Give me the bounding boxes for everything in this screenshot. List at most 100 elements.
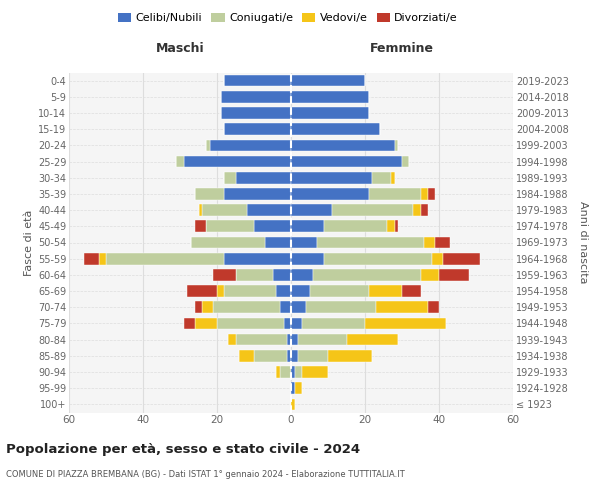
Bar [291,124,380,135]
Bar [291,382,295,394]
Bar [291,156,402,168]
Y-axis label: Fasce di età: Fasce di età [23,210,34,276]
Bar [291,172,373,184]
Bar [295,382,302,394]
Bar [84,253,98,264]
Bar [428,188,435,200]
Bar [276,285,291,297]
Bar [209,140,291,151]
Bar [421,204,428,216]
Bar [291,75,365,86]
Text: Maschi: Maschi [155,42,205,55]
Bar [298,334,347,345]
Text: COMUNE DI PIAZZA BREMBANA (BG) - Dati ISTAT 1° gennaio 2024 - Elaborazione TUTTI: COMUNE DI PIAZZA BREMBANA (BG) - Dati IS… [6,470,405,479]
Bar [428,302,439,313]
Bar [310,285,368,297]
Bar [214,302,280,313]
Bar [302,318,365,330]
Bar [413,204,421,216]
Bar [439,269,469,280]
Bar [106,253,224,264]
Bar [325,253,431,264]
Bar [254,220,291,232]
Bar [443,253,480,264]
Bar [287,350,291,362]
Bar [291,334,298,345]
Bar [176,156,184,168]
Bar [235,172,291,184]
Bar [291,188,368,200]
Bar [184,156,291,168]
Bar [391,172,395,184]
Bar [224,188,291,200]
Bar [224,253,291,264]
Bar [280,302,291,313]
Bar [217,318,284,330]
Bar [224,172,235,184]
Bar [191,236,265,248]
Y-axis label: Anni di nascita: Anni di nascita [578,201,588,283]
Bar [221,91,291,102]
Bar [291,107,368,119]
Text: Popolazione per età, sesso e stato civile - 2024: Popolazione per età, sesso e stato civil… [6,442,360,456]
Bar [298,350,328,362]
Bar [276,366,280,378]
Bar [291,302,306,313]
Bar [295,366,302,378]
Legend: Celibi/Nubili, Coniugati/e, Vedovi/e, Divorziati/e: Celibi/Nubili, Coniugati/e, Vedovi/e, Di… [113,8,463,28]
Bar [195,188,224,200]
Bar [332,204,413,216]
Bar [239,350,254,362]
Bar [395,220,398,232]
Bar [368,188,421,200]
Bar [184,318,195,330]
Bar [291,269,313,280]
Bar [217,285,224,297]
Bar [214,269,235,280]
Bar [402,285,421,297]
Bar [202,204,247,216]
Bar [195,318,217,330]
Bar [328,350,373,362]
Bar [395,140,398,151]
Bar [291,285,310,297]
Bar [291,236,317,248]
Bar [368,285,402,297]
Bar [202,302,214,313]
Bar [424,236,436,248]
Bar [206,140,209,151]
Bar [431,253,443,264]
Bar [376,302,428,313]
Bar [199,204,202,216]
Bar [224,285,276,297]
Bar [365,318,446,330]
Bar [98,253,106,264]
Bar [235,269,272,280]
Bar [235,334,287,345]
Bar [206,220,254,232]
Bar [291,204,332,216]
Bar [265,236,291,248]
Bar [280,366,291,378]
Bar [187,285,217,297]
Bar [284,318,291,330]
Bar [291,398,295,410]
Bar [291,253,325,264]
Bar [421,269,439,280]
Bar [302,366,328,378]
Bar [291,140,395,151]
Bar [317,236,424,248]
Bar [306,302,376,313]
Text: Femmine: Femmine [370,42,434,55]
Bar [291,220,325,232]
Bar [224,124,291,135]
Bar [247,204,291,216]
Bar [272,269,291,280]
Bar [373,172,391,184]
Bar [291,366,295,378]
Bar [195,302,202,313]
Bar [221,107,291,119]
Bar [254,350,287,362]
Bar [325,220,387,232]
Bar [228,334,235,345]
